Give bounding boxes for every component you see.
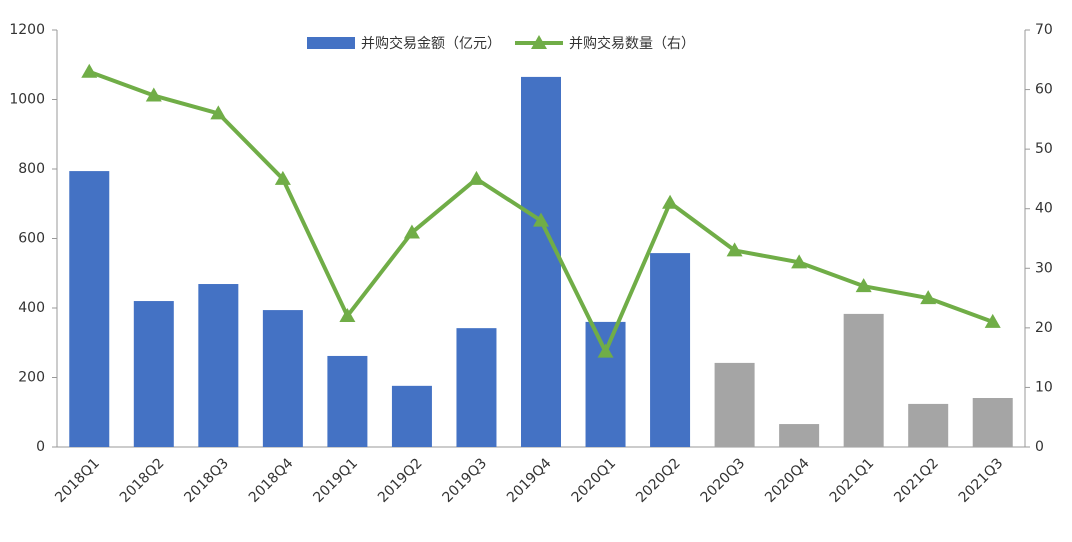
marker [403,224,420,239]
x-tick-label: 2019Q2 [375,455,426,506]
y-tick-label: 400 [18,300,45,316]
x-tick-label: 2018Q1 [52,455,103,506]
bar [908,403,949,447]
y2-tick-label: 60 [1035,82,1053,98]
marker [920,290,937,305]
marker [597,343,614,358]
y2-tick-label: 20 [1035,320,1053,336]
marker [468,170,485,185]
x-tick-label: 2021Q3 [956,455,1007,506]
x-tick-label: 2021Q1 [827,455,878,506]
bar [327,355,368,447]
legend-label: 并购交易金额（亿元） [361,35,501,52]
marker [791,254,808,269]
marker [210,105,227,120]
bar [262,310,303,447]
x-tick-label: 2018Q2 [117,455,168,506]
marker [145,87,162,102]
bar [391,385,432,447]
legend-swatch [307,37,355,49]
x-tick-label: 2020Q1 [569,455,620,506]
y2-tick-label: 40 [1035,201,1053,217]
marker [662,194,679,209]
x-tick-label: 2020Q3 [698,455,749,506]
bar [843,313,884,447]
bar [133,301,174,447]
y-tick-label: 200 [18,370,45,386]
marker [984,313,1001,328]
bar [714,362,755,447]
x-tick-label: 2019Q3 [440,455,491,506]
bar [198,284,239,447]
x-tick-label: 2019Q4 [504,455,555,506]
y-tick-label: 0 [36,439,45,455]
legend-marker [531,35,547,49]
marker [274,170,291,185]
bar [585,321,626,447]
y-tick-label: 1200 [9,22,45,38]
bar [779,424,820,447]
bar [456,328,497,447]
bar [650,253,691,447]
y2-tick-label: 50 [1035,141,1053,157]
y-tick-label: 600 [18,231,45,247]
marker [855,278,872,293]
y2-tick-label: 70 [1035,22,1053,38]
marker [726,242,743,257]
y2-tick-label: 30 [1035,260,1053,276]
marker [533,212,549,227]
y-tick-label: 800 [18,161,45,177]
x-tick-label: 2020Q4 [762,455,813,506]
bar [521,76,561,447]
x-tick-label: 2021Q2 [891,455,942,506]
bar [972,398,1013,447]
legend-label: 并购交易数量（右） [569,35,695,52]
x-tick-label: 2020Q2 [633,455,684,506]
x-tick-label: 2018Q4 [246,455,297,506]
bar [69,171,110,447]
marker [339,307,356,322]
x-tick-label: 2019Q1 [310,455,361,506]
x-tick-label: 2018Q3 [181,455,232,506]
y2-tick-label: 10 [1035,379,1053,395]
y-tick-label: 1000 [9,92,45,108]
y2-tick-label: 0 [1035,439,1044,455]
marker [81,63,98,78]
